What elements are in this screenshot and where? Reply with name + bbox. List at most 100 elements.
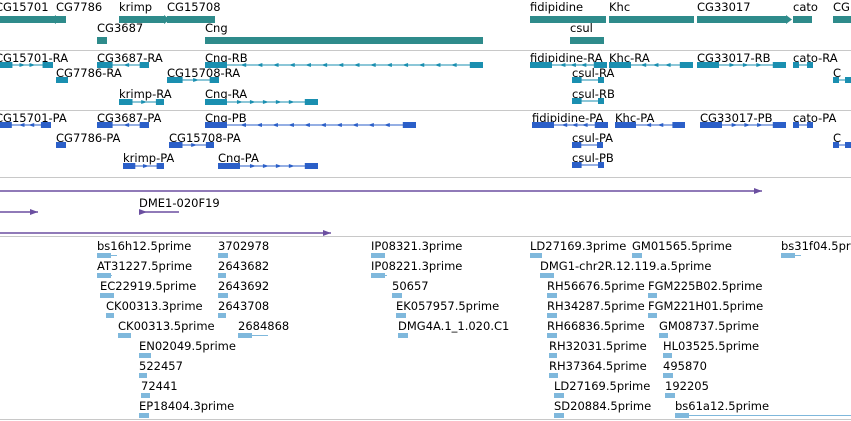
feature-glyph bbox=[97, 122, 149, 128]
feature-label: FGM225B02.5prime bbox=[648, 279, 763, 293]
feature-label: Cng-PA bbox=[218, 151, 259, 165]
feature-glyph bbox=[238, 333, 268, 338]
feature-label: 50657 bbox=[392, 279, 429, 293]
feature-glyph bbox=[205, 122, 416, 128]
feature-label: CG3687-PA bbox=[97, 111, 162, 125]
feature-label: EC22919.5prime bbox=[100, 279, 197, 293]
feature-glyph bbox=[632, 253, 642, 258]
feature-label: RH32031.5prime bbox=[549, 339, 647, 353]
feature-label: C bbox=[833, 131, 842, 145]
track-separator bbox=[0, 419, 851, 420]
feature-glyph bbox=[0, 16, 55, 23]
feature-label: CG33017-PB bbox=[700, 111, 773, 125]
feature-glyph bbox=[554, 393, 564, 398]
feature-glyph bbox=[549, 353, 557, 358]
feature-label: GM01565.5prime bbox=[632, 239, 732, 253]
feature-glyph bbox=[205, 37, 483, 44]
feature-label: SD20884.5prime bbox=[554, 399, 652, 413]
feature-label: CG7786-RA bbox=[56, 66, 122, 80]
feature-glyph bbox=[123, 163, 164, 169]
feature-glyph bbox=[697, 62, 786, 68]
feature-label: krimp-PA bbox=[123, 151, 175, 165]
feature-label: 522457 bbox=[139, 359, 183, 373]
feature-label: AT31227.5prime bbox=[97, 259, 193, 273]
feature-label: csul-PB bbox=[572, 151, 614, 165]
feature-label: 3702978 bbox=[218, 239, 270, 253]
feature-glyph bbox=[56, 142, 66, 148]
feature-label: CG15701 bbox=[0, 0, 49, 14]
feature-label: DME1-020F19 bbox=[139, 196, 220, 210]
feature-glyph bbox=[697, 15, 792, 24]
feature-label: RH66836.5prime bbox=[547, 319, 645, 333]
feature-glyph bbox=[554, 413, 564, 418]
feature-glyph bbox=[833, 16, 851, 23]
feature-label: DMG4A.1_1.020.C1 bbox=[398, 319, 510, 333]
feature-glyph bbox=[218, 313, 226, 318]
feature-label: CG7786 bbox=[56, 0, 103, 14]
feature-label: LD27169.3prime bbox=[530, 239, 627, 253]
feature-label: 2643692 bbox=[218, 279, 270, 293]
feature-glyph bbox=[56, 77, 68, 83]
feature-label: 495870 bbox=[663, 359, 707, 373]
feature-glyph bbox=[371, 253, 385, 258]
feature-label: CG15701-PA bbox=[0, 111, 67, 125]
feature-glyph bbox=[50, 15, 66, 24]
feature-glyph bbox=[141, 393, 150, 398]
feature-glyph bbox=[106, 313, 114, 318]
feature-label: RH34287.5prime bbox=[547, 299, 645, 313]
feature-glyph bbox=[572, 142, 603, 148]
feature-glyph bbox=[0, 188, 762, 194]
feature-label: csul-RB bbox=[572, 87, 615, 101]
feature-label: CG15708 bbox=[167, 0, 221, 14]
feature-label: RH37364.5prime bbox=[549, 359, 647, 373]
feature-label: csul bbox=[570, 21, 593, 35]
feature-label: CG15708-RA bbox=[167, 66, 241, 80]
feature-label: csul-RA bbox=[572, 66, 615, 80]
feature-label: CG15701-RA bbox=[0, 51, 69, 65]
feature-label: CG3687 bbox=[97, 21, 144, 35]
feature-glyph bbox=[530, 253, 542, 258]
feature-label: 2643682 bbox=[218, 259, 270, 273]
feature-label: IP08221.3prime bbox=[371, 259, 463, 273]
feature-glyph bbox=[663, 353, 672, 358]
feature-glyph bbox=[0, 209, 38, 215]
feature-glyph bbox=[540, 273, 554, 278]
feature-label: EP18404.3prime bbox=[139, 399, 235, 413]
feature-glyph bbox=[167, 77, 219, 83]
feature-label: LD27169.5prime bbox=[554, 379, 651, 393]
feature-label: CG7786-PA bbox=[56, 131, 121, 145]
feature-glyph bbox=[139, 209, 179, 215]
feature-label: Cng-RA bbox=[205, 87, 248, 101]
feature-glyph bbox=[675, 413, 851, 418]
feature-label: cato-PA bbox=[793, 111, 837, 125]
feature-label: fidipidine-PA bbox=[532, 111, 604, 125]
est-track: bs16h12.5prime AT31227.5prime EC22919.5pri… bbox=[0, 237, 851, 421]
gene-track: CG15701 CG7786 krimp CG15708 CG3687 Cng fidipi… bbox=[0, 0, 851, 50]
feature-glyph bbox=[97, 253, 117, 258]
track-separator bbox=[0, 50, 851, 51]
feature-label: IP08321.3prime bbox=[371, 239, 463, 253]
feature-glyph bbox=[0, 62, 53, 68]
feature-glyph bbox=[793, 16, 812, 23]
feature-glyph bbox=[547, 333, 557, 338]
feature-label: Khc-PA bbox=[615, 111, 655, 125]
feature-glyph bbox=[218, 163, 318, 169]
feature-glyph bbox=[833, 77, 851, 83]
feature-glyph bbox=[572, 77, 604, 83]
feature-glyph bbox=[793, 122, 813, 128]
feature-label: RH56676.5prime bbox=[547, 279, 645, 293]
feature-glyph bbox=[549, 373, 558, 378]
feature-glyph bbox=[781, 253, 801, 258]
feature-glyph bbox=[648, 293, 657, 298]
feature-glyph bbox=[663, 373, 673, 378]
feature-glyph bbox=[530, 62, 607, 68]
feature-glyph bbox=[97, 37, 107, 44]
feature-glyph bbox=[793, 62, 813, 68]
feature-glyph bbox=[572, 98, 604, 104]
feature-label: 2684868 bbox=[238, 319, 290, 333]
feature-label: 192205 bbox=[665, 379, 709, 393]
feature-label: Cng-PB bbox=[205, 111, 247, 125]
feature-label: 2643708 bbox=[218, 299, 270, 313]
feature-glyph bbox=[615, 122, 685, 128]
feature-label: krimp-RA bbox=[119, 87, 172, 101]
